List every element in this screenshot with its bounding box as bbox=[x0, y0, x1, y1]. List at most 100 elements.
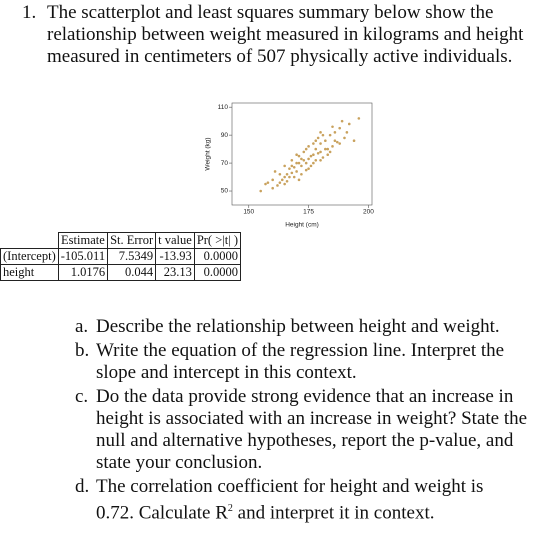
point bbox=[283, 175, 286, 179]
regression-table: Estimate St. Error t value Pr( >|t| ) (I… bbox=[0, 232, 242, 281]
point bbox=[319, 142, 322, 145]
point bbox=[314, 158, 318, 162]
question: 1. The scatterplot and least squares sum… bbox=[0, 2, 543, 97]
table-row: height 1.0176 0.044 23.13 0.0000 bbox=[0, 264, 242, 281]
point bbox=[304, 147, 308, 151]
corner-cell bbox=[0, 232, 59, 249]
point bbox=[312, 153, 315, 156]
point bbox=[307, 145, 310, 148]
point bbox=[283, 164, 286, 168]
point bbox=[307, 167, 310, 170]
point bbox=[290, 164, 294, 168]
x-tick-label: 175 bbox=[303, 209, 314, 216]
point bbox=[259, 189, 263, 193]
cell: 0.0000 bbox=[193, 248, 242, 265]
point bbox=[357, 117, 361, 120]
point bbox=[297, 161, 301, 165]
point bbox=[319, 131, 322, 134]
x-tick-label: 150 bbox=[243, 209, 254, 216]
y-tick-label: 90 bbox=[221, 132, 229, 139]
point bbox=[314, 139, 318, 143]
cell: 0.044 bbox=[107, 264, 157, 281]
point bbox=[333, 139, 337, 143]
header-cell: t value bbox=[155, 232, 195, 249]
header-cell: Pr( >|t| ) bbox=[193, 232, 242, 249]
point bbox=[345, 131, 349, 134]
point bbox=[316, 152, 320, 155]
point bbox=[338, 142, 341, 145]
point bbox=[307, 157, 310, 161]
point bbox=[328, 150, 332, 154]
part-text-after: and interpret it in context. bbox=[237, 502, 435, 524]
cell: -105.011 bbox=[57, 248, 109, 265]
point bbox=[300, 172, 303, 176]
point bbox=[288, 167, 291, 170]
point bbox=[312, 161, 315, 165]
point bbox=[292, 175, 296, 179]
point bbox=[319, 158, 322, 162]
point bbox=[319, 150, 322, 154]
point bbox=[290, 158, 294, 162]
part-label: d. bbox=[75, 476, 90, 497]
point bbox=[288, 175, 291, 179]
point bbox=[309, 154, 313, 158]
point bbox=[324, 139, 327, 143]
part-text: Do the data provide strong evidence that… bbox=[96, 386, 528, 473]
table-row: (Intercept) -105.011 7.5349 -13.93 0.000… bbox=[0, 248, 242, 265]
header-cell: Estimate bbox=[57, 232, 109, 249]
point bbox=[304, 168, 308, 172]
point bbox=[297, 178, 301, 182]
point bbox=[302, 158, 306, 162]
plot-frame bbox=[231, 102, 373, 206]
header-cell: St. Error bbox=[107, 232, 157, 249]
point bbox=[295, 161, 298, 165]
part: c. Do the data provide strong evidence t… bbox=[0, 386, 543, 476]
y-tick-label: 50 bbox=[221, 188, 229, 195]
point bbox=[316, 136, 320, 140]
point bbox=[312, 142, 315, 145]
superscript: 2 bbox=[227, 503, 233, 514]
question-number: 1. bbox=[22, 2, 37, 23]
point bbox=[295, 170, 298, 173]
point bbox=[278, 181, 282, 184]
point bbox=[276, 184, 279, 187]
parts: a. Describe the relationship between hei… bbox=[0, 316, 543, 524]
point bbox=[300, 157, 303, 161]
point bbox=[321, 133, 325, 137]
point bbox=[273, 170, 277, 173]
point bbox=[271, 178, 274, 182]
point bbox=[266, 181, 270, 184]
table-header: Estimate St. Error t value Pr( >|t| ) bbox=[0, 232, 242, 249]
point bbox=[280, 178, 284, 182]
point bbox=[283, 182, 286, 186]
point bbox=[338, 126, 341, 130]
part: a. Describe the relationship between hei… bbox=[0, 316, 543, 340]
point bbox=[331, 145, 334, 148]
point bbox=[304, 161, 308, 165]
point bbox=[278, 172, 282, 176]
point bbox=[347, 122, 351, 126]
part-text: Describe the relationship between height… bbox=[96, 316, 500, 337]
cell: 7.5349 bbox=[107, 248, 157, 265]
x-tick-label: 200 bbox=[363, 209, 374, 216]
point bbox=[292, 165, 296, 169]
cell: -13.93 bbox=[155, 248, 195, 265]
point bbox=[300, 164, 303, 168]
point bbox=[302, 150, 306, 154]
point bbox=[321, 156, 325, 159]
point bbox=[326, 147, 330, 151]
point bbox=[295, 153, 298, 156]
part-text: Write the equation of the regression lin… bbox=[96, 340, 505, 383]
point bbox=[290, 171, 294, 175]
point bbox=[309, 164, 313, 168]
row-label: (Intercept) bbox=[0, 248, 59, 265]
part-text: The correlation coefficient for height a… bbox=[96, 476, 521, 524]
point bbox=[335, 140, 339, 144]
point bbox=[271, 186, 274, 190]
point bbox=[352, 139, 356, 143]
y-tick-label: 110 bbox=[218, 104, 229, 111]
part-label: a. bbox=[75, 316, 89, 337]
point bbox=[324, 147, 327, 151]
point bbox=[328, 133, 332, 137]
